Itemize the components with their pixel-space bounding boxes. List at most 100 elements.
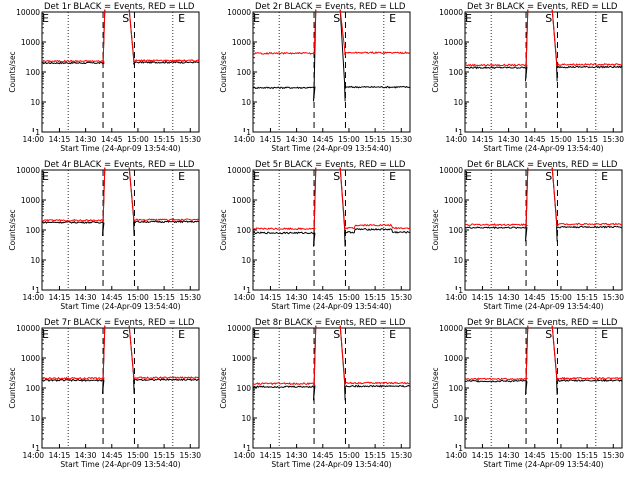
- panel-title: Det 4r BLACK = Events, RED = LLD: [44, 160, 195, 170]
- plot-frame: [41, 11, 200, 133]
- x-axis-label: Start Time (24-Apr-09 13:54:40): [483, 144, 603, 153]
- marker-s: S: [122, 328, 129, 341]
- y-tick-label: 100: [26, 226, 41, 235]
- plot-frame: [252, 327, 411, 449]
- plot-frame: [464, 169, 623, 291]
- y-tick-label: 100: [449, 68, 464, 77]
- x-tick-label: 15:00: [127, 451, 149, 460]
- plot-frame: [464, 327, 623, 449]
- x-tick-label: 14:30: [498, 293, 520, 302]
- y-tick-label: 1: [246, 128, 251, 137]
- x-tick-label: 14:45: [101, 135, 123, 144]
- y-axis-label: Counts/sec: [8, 209, 17, 250]
- x-tick-label: 15:30: [179, 135, 201, 144]
- y-tick-label: 1: [246, 444, 251, 453]
- marker-s: S: [333, 170, 340, 183]
- x-tick-label: 14:00: [445, 293, 467, 302]
- plot-frame: [41, 169, 200, 291]
- y-tick-label: 100: [449, 226, 464, 235]
- x-axis-label: Start Time (24-Apr-09 13:54:40): [483, 460, 603, 469]
- x-tick-label: 15:00: [550, 135, 572, 144]
- detector-panel-1: Det 1r BLACK = Events, RED = LLD 1 10 100 10…: [8, 2, 201, 153]
- y-tick-label: 10000: [439, 166, 463, 175]
- y-axis-label: Counts/sec: [431, 51, 440, 92]
- x-tick-label: 14:30: [286, 451, 308, 460]
- marker-e: E: [465, 328, 472, 341]
- y-tick-label: 100: [237, 384, 252, 393]
- x-tick-label: 15:00: [338, 135, 360, 144]
- detector-panel-4: Det 4r BLACK = Events, RED = LLD 1 10 100 10…: [8, 160, 201, 311]
- y-tick-label: 100: [237, 226, 252, 235]
- marker-s: S: [122, 12, 129, 25]
- panel-title: Det 6r BLACK = Events, RED = LLD: [467, 160, 618, 170]
- y-axis-label: Counts/sec: [219, 367, 228, 408]
- x-axis-label: Start Time (24-Apr-09 13:54:40): [271, 302, 391, 311]
- y-axis-label: Counts/sec: [431, 209, 440, 250]
- marker-s: S: [333, 12, 340, 25]
- x-axis-label: Start Time (24-Apr-09 13:54:40): [483, 302, 603, 311]
- x-tick-label: 14:00: [445, 135, 467, 144]
- marker-e: E: [42, 328, 49, 341]
- x-tick-label: 15:15: [153, 293, 175, 302]
- y-axis-label: Counts/sec: [431, 367, 440, 408]
- x-tick-label: 15:30: [179, 293, 201, 302]
- x-tick-label: 14:00: [233, 135, 255, 144]
- panel-title: Det 5r BLACK = Events, RED = LLD: [255, 160, 406, 170]
- y-tick-label: 1000: [232, 196, 251, 205]
- x-tick-label: 14:30: [75, 451, 97, 460]
- y-axis-label: Counts/sec: [8, 51, 17, 92]
- x-tick-label: 14:30: [498, 135, 520, 144]
- marker-e: E: [465, 12, 472, 25]
- x-tick-label: 15:15: [364, 293, 386, 302]
- panel-title: Det 1r BLACK = Events, RED = LLD: [44, 2, 195, 12]
- x-tick-label: 15:30: [602, 451, 624, 460]
- marker-s: S: [545, 170, 552, 183]
- plot-frame: [252, 11, 411, 133]
- y-tick-label: 10000: [227, 166, 251, 175]
- y-tick-label: 10: [241, 256, 251, 265]
- marker-e: E: [601, 170, 608, 183]
- events-series-line: [41, 325, 200, 395]
- lld-series-line: [464, 9, 623, 67]
- lld-series-line: [252, 325, 411, 387]
- x-axis-label: Start Time (24-Apr-09 13:54:40): [271, 460, 391, 469]
- x-tick-label: 14:15: [472, 293, 494, 302]
- detector-panel-8: Det 8r BLACK = Events, RED = LLD 1 10 100 10…: [219, 318, 412, 469]
- x-tick-label: 14:30: [75, 293, 97, 302]
- y-tick-label: 10: [453, 256, 463, 265]
- lld-series-line: [464, 167, 623, 228]
- marker-s: S: [122, 170, 129, 183]
- y-tick-label: 1: [458, 128, 463, 137]
- events-series-line: [464, 9, 623, 82]
- lld-series-line: [41, 167, 200, 222]
- x-tick-label: 14:30: [286, 135, 308, 144]
- x-tick-label: 14:15: [49, 293, 71, 302]
- detector-panel-7: Det 7r BLACK = Events, RED = LLD 1 10 100 10…: [8, 318, 201, 469]
- x-tick-label: 14:00: [22, 135, 44, 144]
- marker-e: E: [389, 328, 396, 341]
- x-axis-label: Start Time (24-Apr-09 13:54:40): [60, 460, 180, 469]
- marker-e: E: [178, 328, 185, 341]
- panel-title: Det 9r BLACK = Events, RED = LLD: [467, 318, 618, 328]
- lld-series-line: [41, 9, 200, 64]
- detector-panel-5: Det 5r BLACK = Events, RED = LLD 1 10 100 10…: [219, 160, 412, 311]
- y-axis-label: Counts/sec: [219, 209, 228, 250]
- x-tick-label: 15:30: [602, 135, 624, 144]
- y-tick-label: 100: [237, 68, 252, 77]
- marker-s: S: [333, 328, 340, 341]
- y-tick-label: 1000: [232, 38, 251, 47]
- y-axis-label: Counts/sec: [8, 367, 17, 408]
- y-tick-label: 10000: [16, 324, 40, 333]
- marker-s: S: [545, 328, 552, 341]
- x-tick-label: 15:15: [576, 135, 598, 144]
- y-tick-label: 1: [35, 128, 40, 137]
- y-tick-label: 1000: [21, 38, 40, 47]
- events-series-line: [464, 167, 622, 242]
- y-tick-label: 10000: [227, 8, 251, 17]
- y-tick-label: 1000: [232, 354, 251, 363]
- panel-title: Det 8r BLACK = Events, RED = LLD: [255, 318, 406, 328]
- plot-frame: [41, 327, 200, 449]
- detector-panel-9: Det 9r BLACK = Events, RED = LLD 1 10 100 10…: [431, 318, 624, 469]
- x-tick-label: 14:45: [312, 135, 334, 144]
